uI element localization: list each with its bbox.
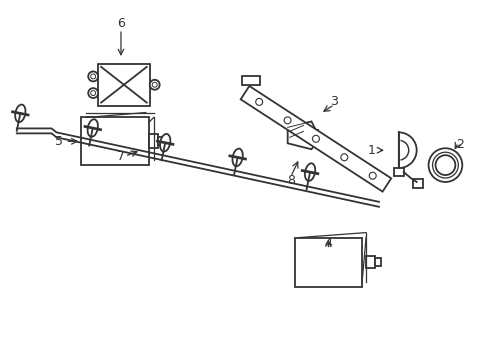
Circle shape — [284, 117, 291, 124]
Text: 5: 5 — [55, 135, 63, 148]
Ellipse shape — [305, 163, 315, 181]
Bar — [366, 256, 375, 268]
Circle shape — [341, 154, 348, 161]
Ellipse shape — [88, 119, 98, 137]
Text: 6: 6 — [117, 17, 125, 30]
Circle shape — [369, 172, 376, 179]
Ellipse shape — [232, 149, 243, 166]
Bar — [312, 130, 318, 140]
Circle shape — [88, 71, 98, 81]
Bar — [158, 137, 165, 145]
Circle shape — [313, 135, 319, 142]
Text: 1: 1 — [368, 144, 376, 157]
Circle shape — [429, 148, 462, 182]
Ellipse shape — [160, 134, 171, 152]
Bar — [242, 76, 260, 85]
Wedge shape — [399, 132, 416, 168]
Bar — [98, 64, 150, 105]
Circle shape — [88, 88, 98, 98]
Polygon shape — [241, 86, 391, 192]
Text: 2: 2 — [456, 138, 464, 151]
Bar — [294, 238, 362, 287]
Ellipse shape — [15, 104, 25, 122]
Bar — [149, 134, 158, 148]
Bar — [413, 179, 422, 188]
Text: 4: 4 — [324, 237, 332, 250]
Bar — [375, 258, 381, 266]
Text: 8: 8 — [287, 174, 294, 186]
Bar — [81, 117, 149, 165]
Circle shape — [256, 98, 263, 105]
Polygon shape — [394, 168, 404, 176]
Polygon shape — [288, 121, 318, 149]
Text: 3: 3 — [330, 95, 338, 108]
Circle shape — [150, 80, 160, 90]
Text: 7: 7 — [117, 150, 125, 163]
